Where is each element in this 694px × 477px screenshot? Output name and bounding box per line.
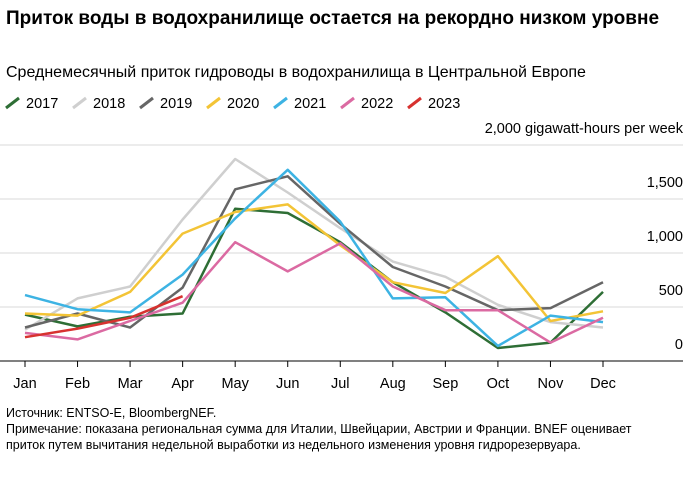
series-line — [24, 207, 604, 350]
series-line — [24, 168, 604, 348]
series-line — [24, 157, 604, 331]
x-tick-label: Jul — [331, 376, 350, 392]
legend-swatch — [5, 96, 20, 110]
source: Источник: ENTSO-E, BloombergNEF. — [6, 406, 217, 420]
x-tick-label: Apr — [171, 376, 194, 392]
x-tick-label: Jan — [13, 376, 36, 392]
y-tick-label: 500 — [659, 283, 683, 299]
y-tick-label: 2,000 gigawatt-hours per week — [485, 121, 684, 137]
x-tick-label: Nov — [538, 376, 565, 392]
footer: Источник: ENTSO-E, BloombergNEF. Примеча… — [6, 405, 646, 453]
y-tick-label: 1,500 — [647, 175, 683, 191]
x-tick-label: Sep — [432, 376, 458, 392]
legend-label: 2021 — [294, 96, 326, 112]
x-tick-label: Feb — [65, 376, 90, 392]
legend-swatch — [273, 96, 288, 110]
legend-swatch — [139, 96, 154, 110]
chart-subtitle: Среднемесячный приток гидроводы в водохр… — [6, 64, 586, 81]
x-tick-label: Aug — [380, 376, 406, 392]
legend-label: 2019 — [160, 96, 192, 112]
legend-label: 2020 — [227, 96, 259, 112]
x-tick-label: May — [221, 376, 249, 392]
y-tick-label: 1,000 — [647, 229, 683, 245]
legend-label: 2017 — [26, 96, 58, 112]
legend-swatch — [72, 96, 87, 110]
legend-swatch — [206, 96, 221, 110]
x-tick-label: Oct — [487, 376, 510, 392]
legend-label: 2023 — [428, 96, 460, 112]
note: Примечание: показана региональная сумма … — [6, 422, 632, 452]
x-tick-label: Dec — [590, 376, 616, 392]
legend-swatch — [407, 96, 422, 110]
series-line — [24, 240, 604, 344]
x-tick-label: Jun — [276, 376, 299, 392]
legend-swatch — [340, 96, 355, 110]
chart-title: Приток воды в водохранилище остается на … — [6, 8, 660, 29]
series-line — [24, 295, 184, 339]
series-line — [24, 203, 604, 323]
y-tick-label: 0 — [675, 337, 683, 353]
legend-label: 2018 — [93, 96, 125, 112]
x-tick-label: Mar — [118, 376, 143, 392]
legend-label: 2022 — [361, 96, 393, 112]
